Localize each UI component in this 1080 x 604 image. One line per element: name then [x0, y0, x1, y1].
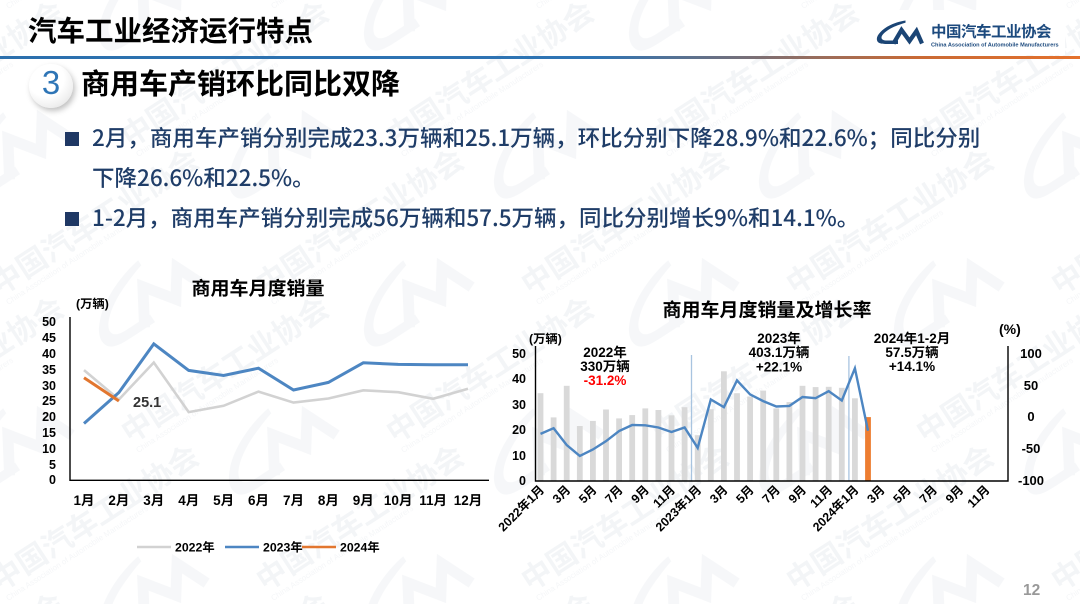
svg-text:2022年1月: 2022年1月	[496, 483, 547, 534]
svg-text:5月: 5月	[733, 483, 756, 506]
svg-text:7月: 7月	[283, 493, 304, 508]
svg-text:+22.1%: +22.1%	[756, 360, 802, 375]
svg-text:20: 20	[512, 423, 526, 437]
svg-text:45: 45	[42, 331, 56, 345]
svg-text:2024年: 2024年	[340, 541, 380, 555]
svg-text:35: 35	[42, 363, 56, 377]
svg-text:China Association of Automobil: China Association of Automobile Manufact…	[1064, 0, 1080, 11]
svg-text:商用车月度销量及增长率: 商用车月度销量及增长率	[662, 296, 871, 323]
svg-text:(万辆): (万辆)	[529, 332, 562, 346]
svg-text:1月: 1月	[73, 493, 94, 508]
svg-text:57.5万辆: 57.5万辆	[885, 345, 938, 360]
svg-text:中国汽车工业协会: 中国汽车工业协会	[931, 20, 1052, 42]
svg-text:2023年: 2023年	[263, 541, 303, 555]
svg-text:40: 40	[512, 372, 526, 386]
svg-text:10月: 10月	[384, 493, 413, 508]
svg-text:20: 20	[42, 410, 56, 424]
svg-text:-31.2%: -31.2%	[584, 373, 627, 388]
svg-text:25: 25	[42, 394, 56, 408]
svg-text:50: 50	[42, 315, 56, 329]
svg-text:2月: 2月	[108, 493, 129, 508]
svg-text:2022年: 2022年	[583, 345, 627, 360]
svg-text:5月: 5月	[890, 483, 913, 506]
svg-text:30: 30	[512, 398, 526, 412]
svg-text:11月: 11月	[419, 493, 447, 508]
svg-text:China Association of Automobil: China Association of Automobile Manufact…	[931, 43, 1059, 49]
svg-text:3月: 3月	[864, 483, 887, 506]
svg-text:8月: 8月	[318, 493, 339, 508]
svg-text:25.1: 25.1	[133, 395, 161, 411]
svg-text:100: 100	[1020, 346, 1042, 361]
svg-text:6月: 6月	[248, 493, 269, 508]
svg-text:-50: -50	[1022, 441, 1041, 456]
svg-text:15: 15	[42, 426, 56, 440]
svg-text:2023年: 2023年	[757, 331, 801, 346]
svg-text:10: 10	[512, 449, 526, 463]
svg-text:7月: 7月	[917, 483, 940, 506]
svg-text:9月: 9月	[786, 483, 809, 506]
svg-text:2022年: 2022年	[175, 541, 215, 555]
svg-text:2024年1-2月: 2024年1-2月	[874, 331, 951, 346]
svg-text:50: 50	[1024, 378, 1038, 393]
svg-text:30: 30	[42, 379, 56, 393]
svg-text:3月: 3月	[143, 493, 164, 508]
svg-text:(万辆): (万辆)	[76, 297, 109, 311]
svg-text:5月: 5月	[213, 493, 234, 508]
svg-text:5: 5	[49, 458, 56, 472]
svg-text:0: 0	[49, 473, 56, 487]
svg-text:10: 10	[42, 442, 56, 456]
svg-text:9月: 9月	[943, 483, 966, 506]
svg-text:-100: -100	[1018, 473, 1044, 488]
svg-text:7月: 7月	[759, 483, 782, 506]
svg-text:(%): (%)	[999, 321, 1021, 337]
svg-text:11月: 11月	[965, 483, 993, 511]
svg-text:12月: 12月	[454, 493, 483, 508]
svg-text:0: 0	[519, 474, 526, 488]
svg-text:50: 50	[512, 347, 526, 361]
svg-text:9月: 9月	[353, 493, 374, 508]
svg-text:3月: 3月	[707, 483, 730, 506]
svg-text:5月: 5月	[576, 483, 599, 506]
svg-text:7月: 7月	[602, 483, 625, 506]
svg-text:商用车月度销量: 商用车月度销量	[191, 274, 324, 301]
svg-text:3月: 3月	[550, 483, 573, 506]
svg-text:403.1万辆: 403.1万辆	[749, 345, 810, 360]
svg-text:9月: 9月	[628, 483, 651, 506]
svg-text:4月: 4月	[178, 493, 199, 508]
svg-text:+14.1%: +14.1%	[889, 359, 935, 374]
svg-text:330万辆: 330万辆	[580, 359, 630, 374]
svg-text:0: 0	[1027, 409, 1034, 424]
svg-text:40: 40	[42, 347, 56, 361]
